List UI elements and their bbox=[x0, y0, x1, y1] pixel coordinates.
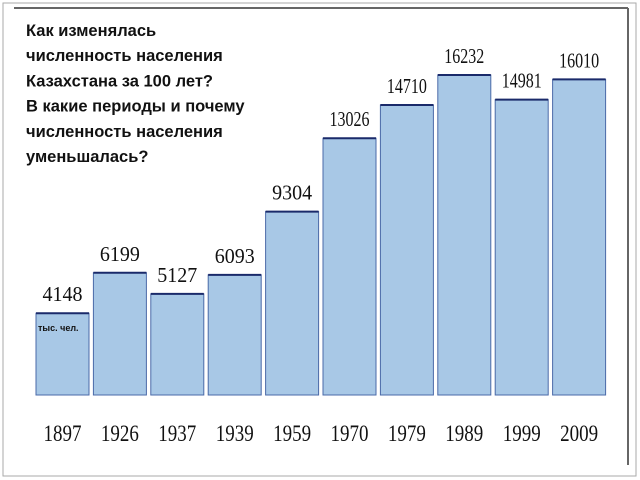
bar bbox=[322, 137, 377, 396]
x-tick-label: 1989 bbox=[445, 421, 483, 446]
value-label: 14710 bbox=[387, 74, 427, 98]
bar bbox=[379, 104, 434, 396]
value-label: 9304 bbox=[272, 181, 312, 205]
x-tick-label: 1926 bbox=[101, 421, 139, 446]
value-label: 4148 bbox=[43, 282, 83, 306]
bar bbox=[494, 99, 549, 396]
bar bbox=[150, 293, 205, 396]
value-label: 6093 bbox=[215, 244, 255, 268]
bar bbox=[552, 78, 607, 396]
chart-title: В какие периоды и почему bbox=[26, 98, 245, 116]
unit-label: тыс. чел. bbox=[38, 323, 79, 333]
chart-title: численность населения bbox=[26, 47, 223, 65]
bar bbox=[207, 274, 262, 396]
bar bbox=[265, 211, 320, 396]
value-label: 16010 bbox=[559, 48, 599, 72]
value-label: 16232 bbox=[444, 44, 484, 68]
bar bbox=[92, 272, 147, 396]
chart-title: уменьшалась? bbox=[26, 148, 148, 166]
x-tick-label: 1939 bbox=[216, 421, 254, 446]
value-label: 14981 bbox=[502, 69, 542, 93]
x-tick-label: 1979 bbox=[388, 421, 426, 446]
bar bbox=[437, 74, 492, 396]
value-label: 5127 bbox=[157, 263, 197, 287]
chart-title: Казахстана за 100 лет? bbox=[26, 72, 213, 90]
value-label: 6199 bbox=[100, 242, 140, 266]
x-tick-label: 1999 bbox=[503, 421, 541, 446]
chart-title: численность населения bbox=[26, 123, 223, 141]
x-tick-label: 2009 bbox=[560, 421, 598, 446]
value-label: 13026 bbox=[330, 107, 370, 131]
x-tick-label: 1970 bbox=[331, 421, 369, 446]
x-tick-label: 1959 bbox=[273, 421, 311, 446]
chart-title: Как изменялась bbox=[26, 22, 156, 40]
x-tick-label: 1937 bbox=[158, 421, 196, 446]
x-tick-label: 1897 bbox=[44, 421, 82, 446]
